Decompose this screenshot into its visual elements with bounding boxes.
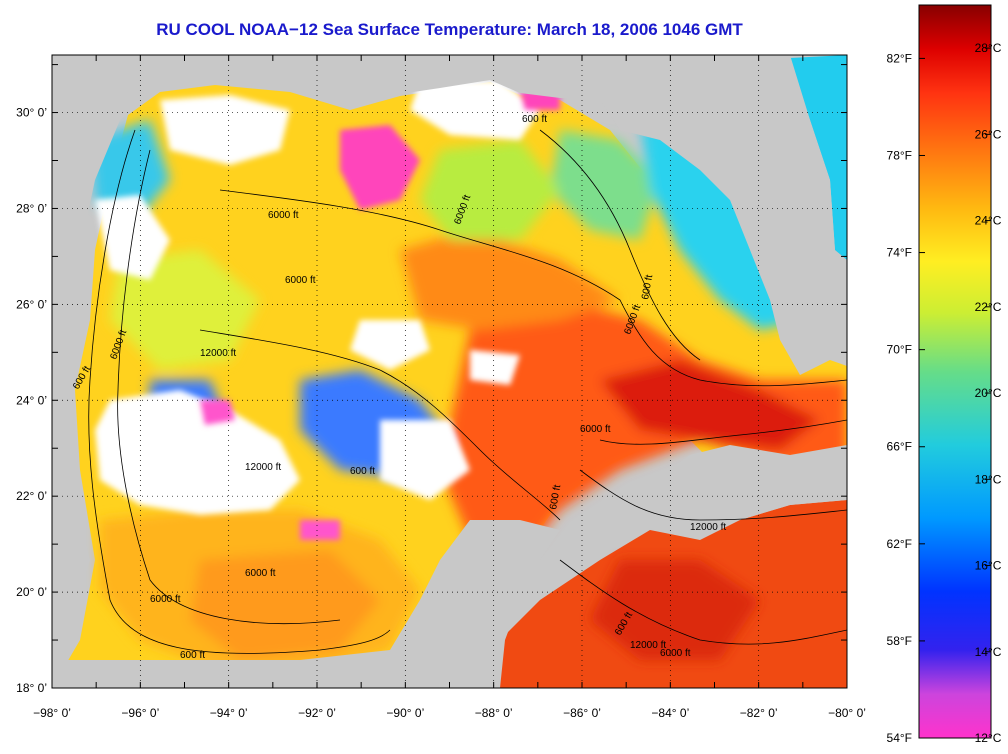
map-panel: 600 ft 6000 ft 12000 ft 600 ft 6000 ft 6… — [52, 55, 847, 688]
fahrenheit-label: 70°F — [887, 343, 912, 357]
fahrenheit-label: 82°F — [887, 51, 912, 65]
celsius-label: 16°C — [975, 559, 1002, 573]
map-title: RU COOL NOAA−12 Sea Surface Temperature:… — [156, 20, 743, 39]
contour-label: 12000 ft — [245, 462, 281, 473]
cold-patches — [200, 90, 560, 540]
contour-label: 6000 ft — [268, 210, 299, 221]
axis-ticks — [51, 55, 848, 689]
lon-label: −82° 0’ — [740, 706, 778, 720]
us-gulf-coast-land — [52, 55, 847, 113]
lon-label: −86° 0’ — [563, 706, 601, 720]
lon-label: −98° 0’ — [33, 706, 71, 720]
contour-label: 600 ft — [548, 484, 563, 511]
mexico-land — [52, 55, 150, 688]
colorbar — [918, 4, 992, 739]
lat-label: 26° 0’ — [16, 297, 47, 311]
celsius-label: 12°C — [975, 731, 1002, 745]
contour-label: 600 ft — [522, 114, 547, 125]
celsius-label: 20°C — [975, 386, 1002, 400]
fahrenheit-label: 66°F — [887, 440, 912, 454]
celsius-label: 18°C — [975, 472, 1002, 486]
fahrenheit-label: 62°F — [887, 537, 912, 551]
depth-contours — [88, 129, 847, 654]
lon-label: −88° 0’ — [475, 706, 513, 720]
lon-label: −94° 0’ — [210, 706, 248, 720]
lat-label: 20° 0’ — [16, 585, 47, 599]
contour-label: 6000 ft — [285, 275, 316, 286]
fahrenheit-label: 54°F — [887, 731, 912, 745]
lat-label: 22° 0’ — [16, 489, 47, 503]
cuba-east-land — [700, 460, 847, 520]
contour-label: 12000 ft — [690, 522, 726, 533]
contour-label: 6000 ft — [150, 594, 181, 605]
lon-label: −84° 0’ — [651, 706, 689, 720]
florida-land — [600, 60, 840, 375]
colorbar-ticks: 28°C 26°C 24°C 22°C 20°C 18°C 16°C 14°C 12°C 82°F… — [887, 41, 1002, 745]
graticule — [52, 55, 847, 688]
lat-label: 30° 0’ — [16, 106, 47, 120]
fahrenheit-label: 78°F — [887, 148, 912, 162]
fahrenheit-label: 58°F — [887, 634, 912, 648]
fahrenheit-label: 74°F — [887, 246, 912, 260]
celsius-label: 22°C — [975, 300, 1002, 314]
longitude-labels: −98° 0’ −96° 0’ −94° 0’ −92° 0’ −90° 0’ −88° … — [33, 706, 866, 720]
contour-label: 600 ft — [180, 650, 205, 661]
contour-label: 600 ft — [640, 274, 655, 301]
lon-label: −80° 0’ — [828, 706, 866, 720]
lon-label: −90° 0’ — [386, 706, 424, 720]
latitude-labels: 30° 0’ 28° 0’ 26° 0’ 24° 0’ 22° 0’ 20° 0’ 18° … — [16, 106, 47, 695]
contour-label: 6000 ft — [245, 568, 276, 579]
lat-label: 28° 0’ — [16, 201, 47, 215]
lon-label: −92° 0’ — [298, 706, 336, 720]
lon-label: −96° 0’ — [121, 706, 159, 720]
yucatan-land — [52, 520, 560, 688]
contour-label: 600 ft — [350, 466, 375, 477]
celsius-label: 28°C — [975, 41, 1002, 55]
contour-label: 6000 ft — [660, 648, 691, 659]
celsius-label: 26°C — [975, 127, 1002, 141]
contour-label: 12000 ft — [630, 640, 666, 651]
contour-label: 6000 ft — [580, 424, 611, 435]
contour-label: 12000 ft — [200, 348, 236, 359]
celsius-label: 24°C — [975, 214, 1002, 228]
lat-label: 18° 0’ — [16, 681, 47, 695]
celsius-label: 14°C — [975, 645, 1002, 659]
lat-label: 24° 0’ — [16, 393, 47, 407]
cloud-cover — [95, 80, 540, 515]
